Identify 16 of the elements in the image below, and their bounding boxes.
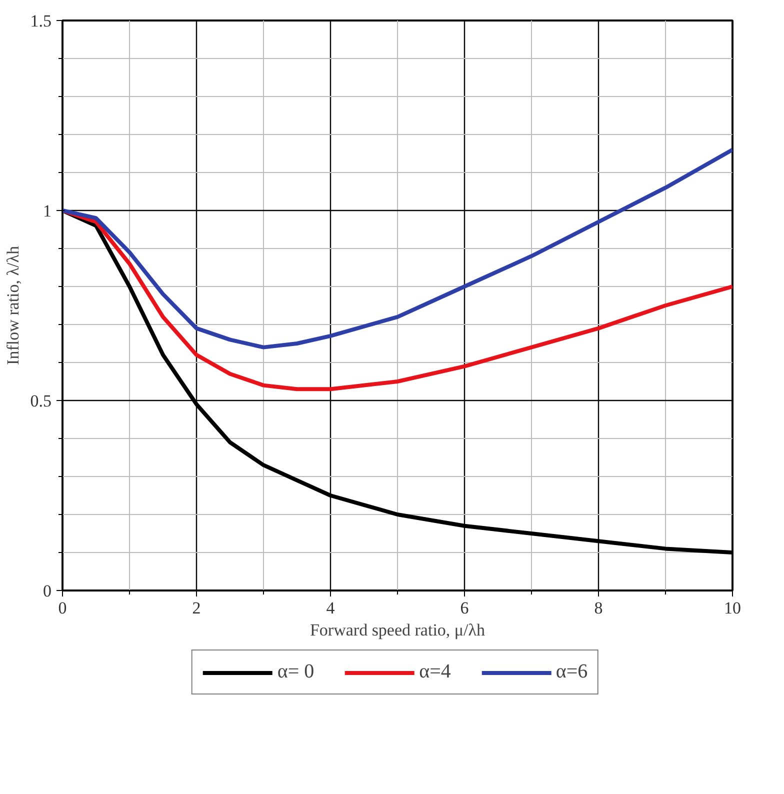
x-tick-label: 10: [724, 598, 741, 618]
legend-label: α=6: [556, 660, 588, 684]
x-tick-label: 6: [460, 598, 469, 618]
y-tick-label: 0.5: [30, 392, 52, 410]
x-tick-label: 8: [594, 598, 603, 618]
y-tick-label: 1.5: [30, 12, 52, 30]
x-axis-title: Forward speed ratio, μ/λh: [310, 620, 486, 640]
x-tick-label: 0: [58, 598, 67, 618]
y-tick-label: 1: [43, 202, 52, 220]
line-series: [62, 148, 732, 350]
legend-label: α= 0: [277, 660, 314, 684]
x-tick-label: 2: [192, 598, 201, 618]
legend-label: α=4: [419, 660, 451, 684]
x-tick-label: 4: [326, 598, 336, 618]
y-axis-title: Inflow ratio, λ/λh: [3, 246, 22, 365]
y-tick-label: 0: [43, 582, 52, 600]
